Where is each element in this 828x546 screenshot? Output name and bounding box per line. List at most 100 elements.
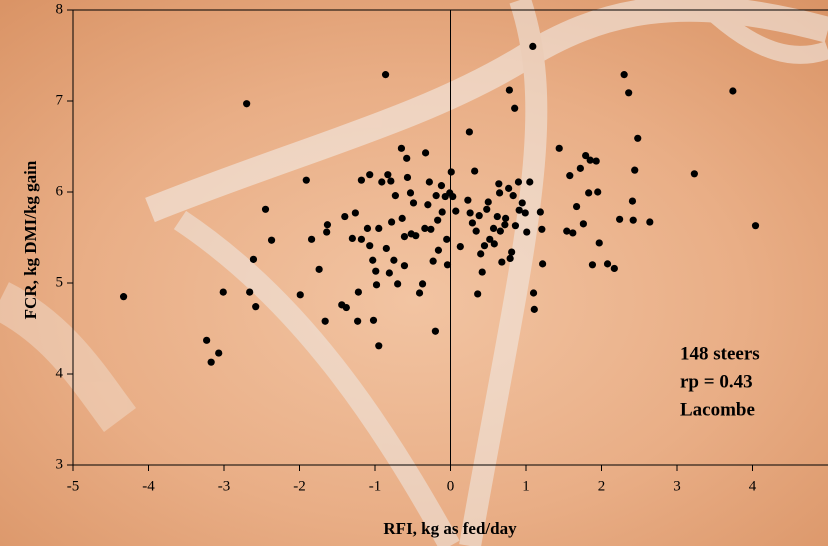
point — [378, 178, 386, 186]
point — [508, 248, 516, 256]
point — [397, 144, 406, 152]
point — [529, 42, 537, 51]
point — [625, 89, 633, 97]
point — [429, 257, 437, 265]
point — [384, 171, 392, 179]
point — [634, 134, 642, 142]
point — [406, 189, 415, 197]
point — [603, 260, 612, 268]
point — [582, 152, 590, 160]
point — [246, 288, 254, 296]
point — [515, 206, 523, 214]
point — [443, 261, 452, 269]
point — [366, 242, 374, 250]
point — [628, 197, 637, 205]
point — [490, 240, 498, 248]
point — [252, 303, 260, 311]
point — [366, 171, 374, 179]
point — [585, 189, 593, 197]
point — [369, 256, 377, 264]
point — [620, 71, 628, 79]
point — [425, 178, 433, 186]
point — [443, 235, 451, 243]
point — [391, 192, 399, 200]
x-axis-label: RFI, kg as fed/day — [383, 519, 517, 538]
point — [506, 254, 514, 263]
point — [478, 268, 486, 276]
point — [342, 303, 350, 312]
y-tick-label: 3 — [56, 456, 64, 472]
point — [307, 235, 316, 243]
point — [472, 227, 480, 235]
point — [536, 208, 544, 216]
point — [398, 214, 406, 222]
annotation: Lacombe — [680, 399, 755, 420]
point — [555, 144, 563, 152]
point — [323, 228, 331, 236]
x-tick-label: -2 — [293, 478, 306, 494]
point — [348, 234, 356, 243]
point — [432, 192, 440, 200]
point — [438, 208, 446, 216]
point — [475, 212, 483, 220]
point — [498, 258, 506, 266]
point — [415, 289, 424, 297]
point — [495, 189, 504, 197]
point — [474, 290, 482, 298]
y-tick-label: 5 — [56, 274, 64, 290]
point — [592, 157, 600, 165]
x-tick-label: 2 — [598, 478, 606, 494]
x-tick-label: 1 — [522, 478, 530, 494]
point — [566, 172, 574, 180]
point — [729, 87, 737, 95]
point — [569, 229, 577, 237]
point — [403, 154, 411, 162]
point — [409, 199, 418, 207]
point — [323, 221, 332, 229]
x-tick-label: 3 — [673, 478, 681, 494]
point — [495, 180, 503, 188]
point — [382, 244, 390, 253]
point — [243, 100, 251, 108]
point — [394, 280, 402, 288]
point — [480, 242, 489, 250]
point — [427, 225, 435, 233]
point — [119, 293, 128, 301]
x-tick-label: -3 — [218, 478, 231, 494]
point — [538, 225, 546, 233]
point — [215, 349, 223, 357]
point — [501, 221, 509, 229]
point — [267, 236, 276, 244]
point — [563, 227, 571, 235]
point — [400, 232, 409, 241]
point — [484, 198, 492, 206]
point — [357, 235, 366, 243]
point — [456, 243, 464, 251]
x-tick-label: 0 — [447, 478, 455, 494]
point — [388, 218, 396, 226]
point — [511, 222, 520, 230]
point — [751, 222, 760, 230]
point — [390, 256, 398, 264]
point — [483, 205, 491, 213]
point — [521, 209, 529, 217]
point — [526, 178, 534, 186]
point — [576, 164, 584, 172]
point — [477, 250, 485, 258]
point — [466, 209, 474, 217]
point — [421, 224, 429, 232]
point — [523, 228, 531, 236]
point — [464, 196, 472, 204]
point — [400, 262, 409, 270]
point — [249, 255, 258, 263]
point — [354, 288, 362, 296]
point — [511, 104, 519, 112]
point — [616, 215, 624, 223]
annotation: rp = 0.43 — [680, 371, 753, 392]
point — [412, 232, 420, 240]
point — [296, 291, 304, 299]
point — [489, 224, 498, 232]
point — [588, 261, 597, 269]
